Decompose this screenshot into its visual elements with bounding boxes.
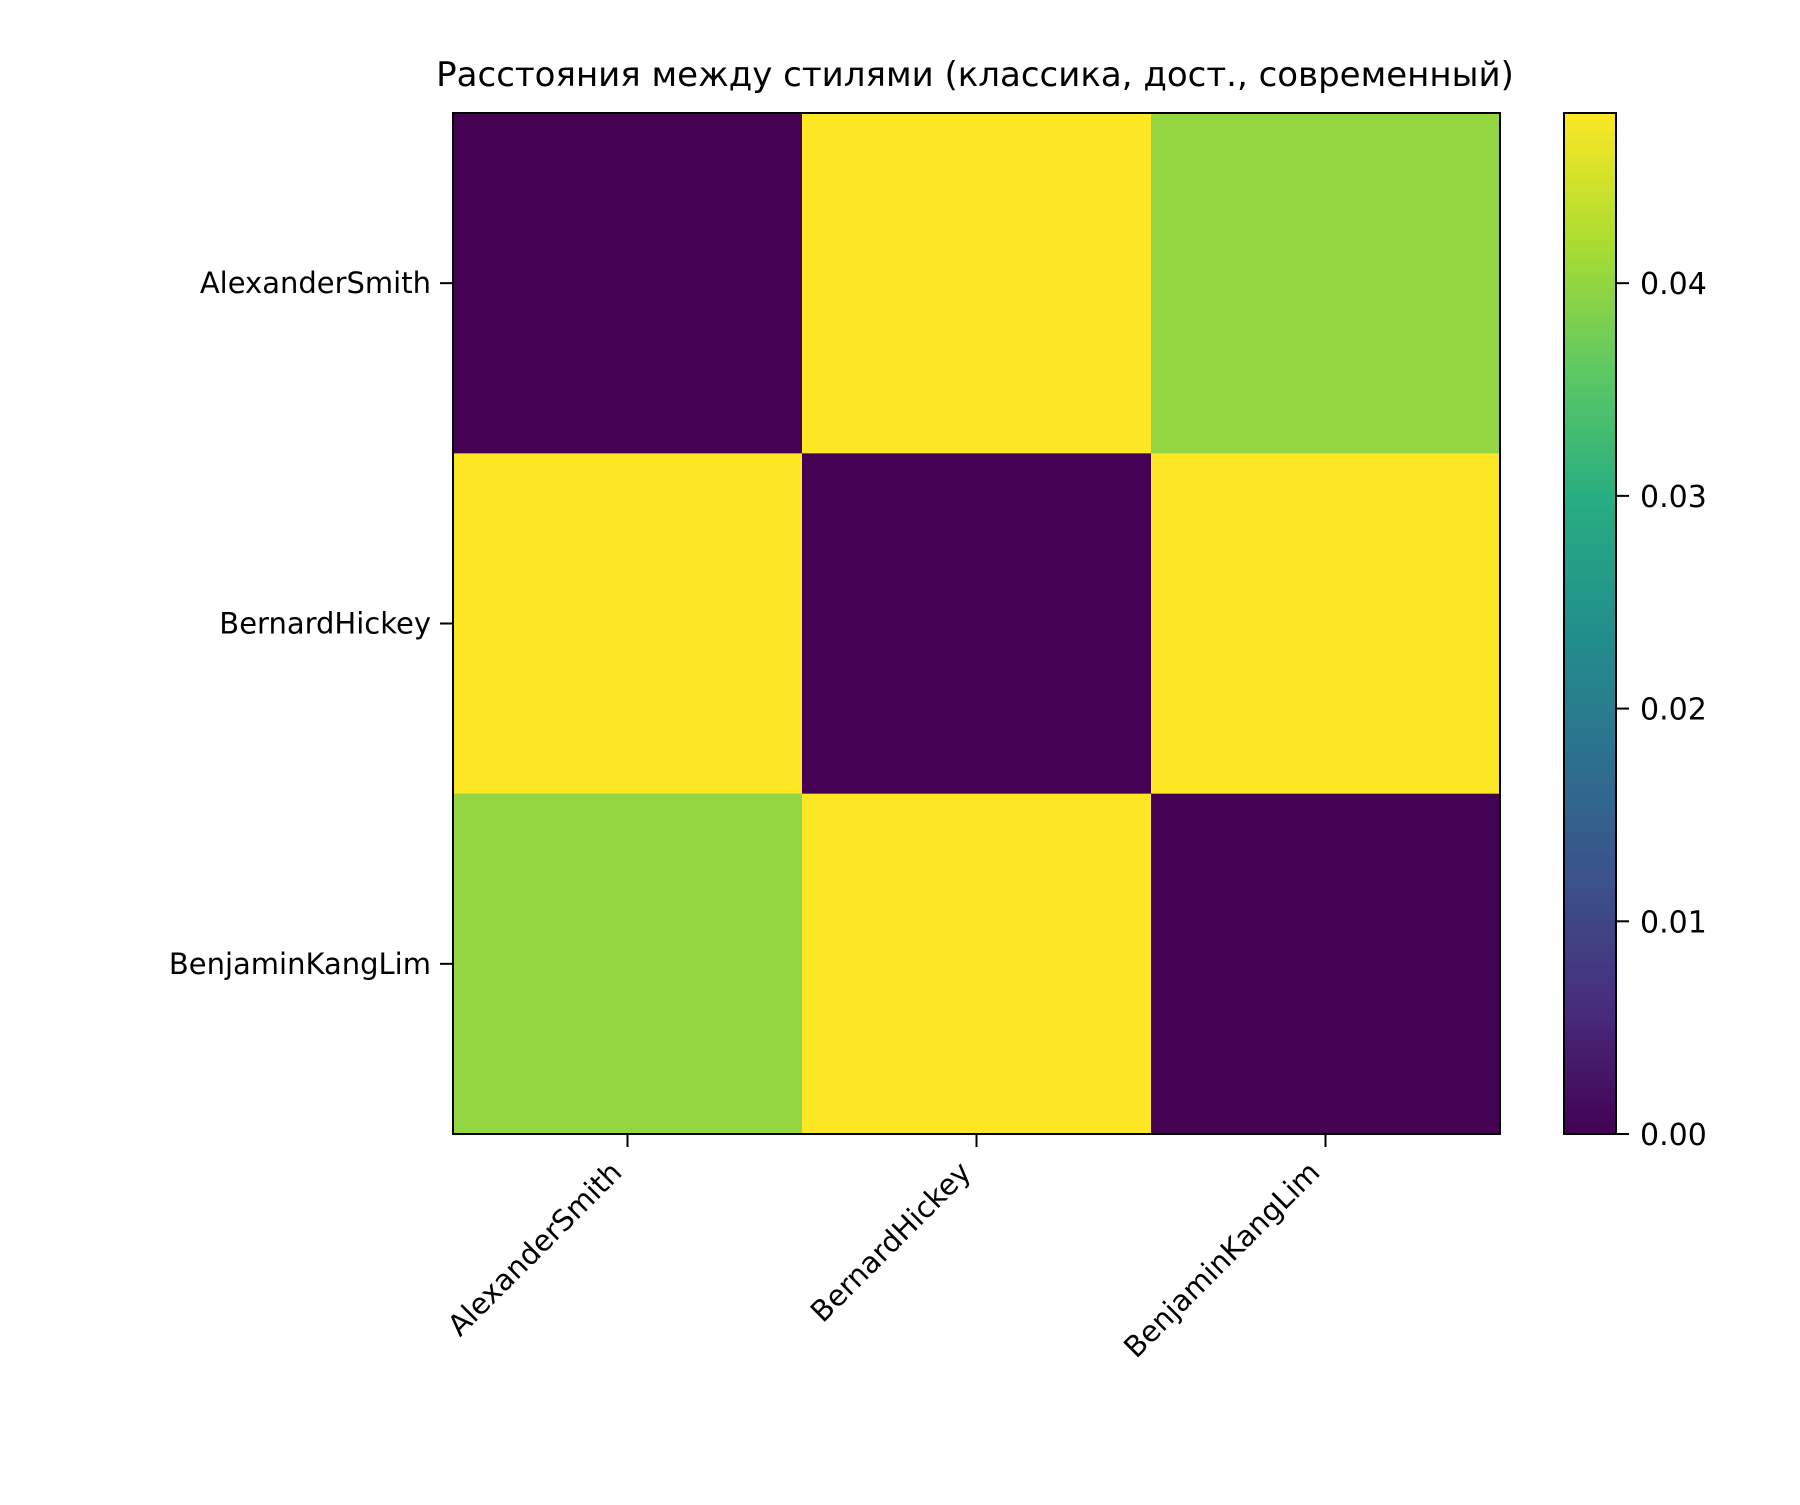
x-tick-label: BernardHickey <box>804 1155 978 1329</box>
colorbar-gradient <box>1563 112 1617 1135</box>
heatmap-cell <box>453 793 803 1135</box>
heatmap-cell <box>802 113 1152 454</box>
colorbar-tick-label: 0.04 <box>1640 267 1707 302</box>
colorbar-tick-label: 0.01 <box>1640 905 1707 940</box>
colorbar-axis: 0.00 0.01 0.02 0.03 0.04 <box>1616 267 1707 1153</box>
heatmap-cell <box>1151 113 1501 454</box>
heatmap-cell <box>1151 793 1501 1135</box>
heatmap-cell <box>1151 453 1501 795</box>
colorbar: 0.00 0.01 0.02 0.03 0.04 <box>1563 112 1707 1153</box>
y-tick-label: BenjaminKangLim <box>169 947 431 981</box>
heatmap-cell <box>453 453 803 795</box>
colorbar-tick-label: 0.02 <box>1640 693 1707 728</box>
chart-title: Расстояния между стилями (классика, дост… <box>436 55 1514 95</box>
colorbar-tick-label: 0.03 <box>1640 480 1707 515</box>
y-axis: AlexanderSmith BernardHickey BenjaminKangL… <box>169 266 453 981</box>
x-tick-label: AlexanderSmith <box>441 1155 629 1343</box>
heatmap-cell <box>802 793 1152 1135</box>
x-tick-label: BenjaminKangLim <box>1117 1155 1326 1364</box>
y-tick-label: BernardHickey <box>219 607 431 641</box>
x-axis: AlexanderSmith BernardHickey BenjaminKangL… <box>441 1134 1327 1364</box>
colorbar-tick-label: 0.00 <box>1640 1118 1707 1153</box>
y-tick-label: AlexanderSmith <box>200 266 431 300</box>
heatmap-cell <box>453 113 803 454</box>
heatmap-cell <box>802 453 1152 795</box>
heatmap-cells <box>453 113 1501 1135</box>
